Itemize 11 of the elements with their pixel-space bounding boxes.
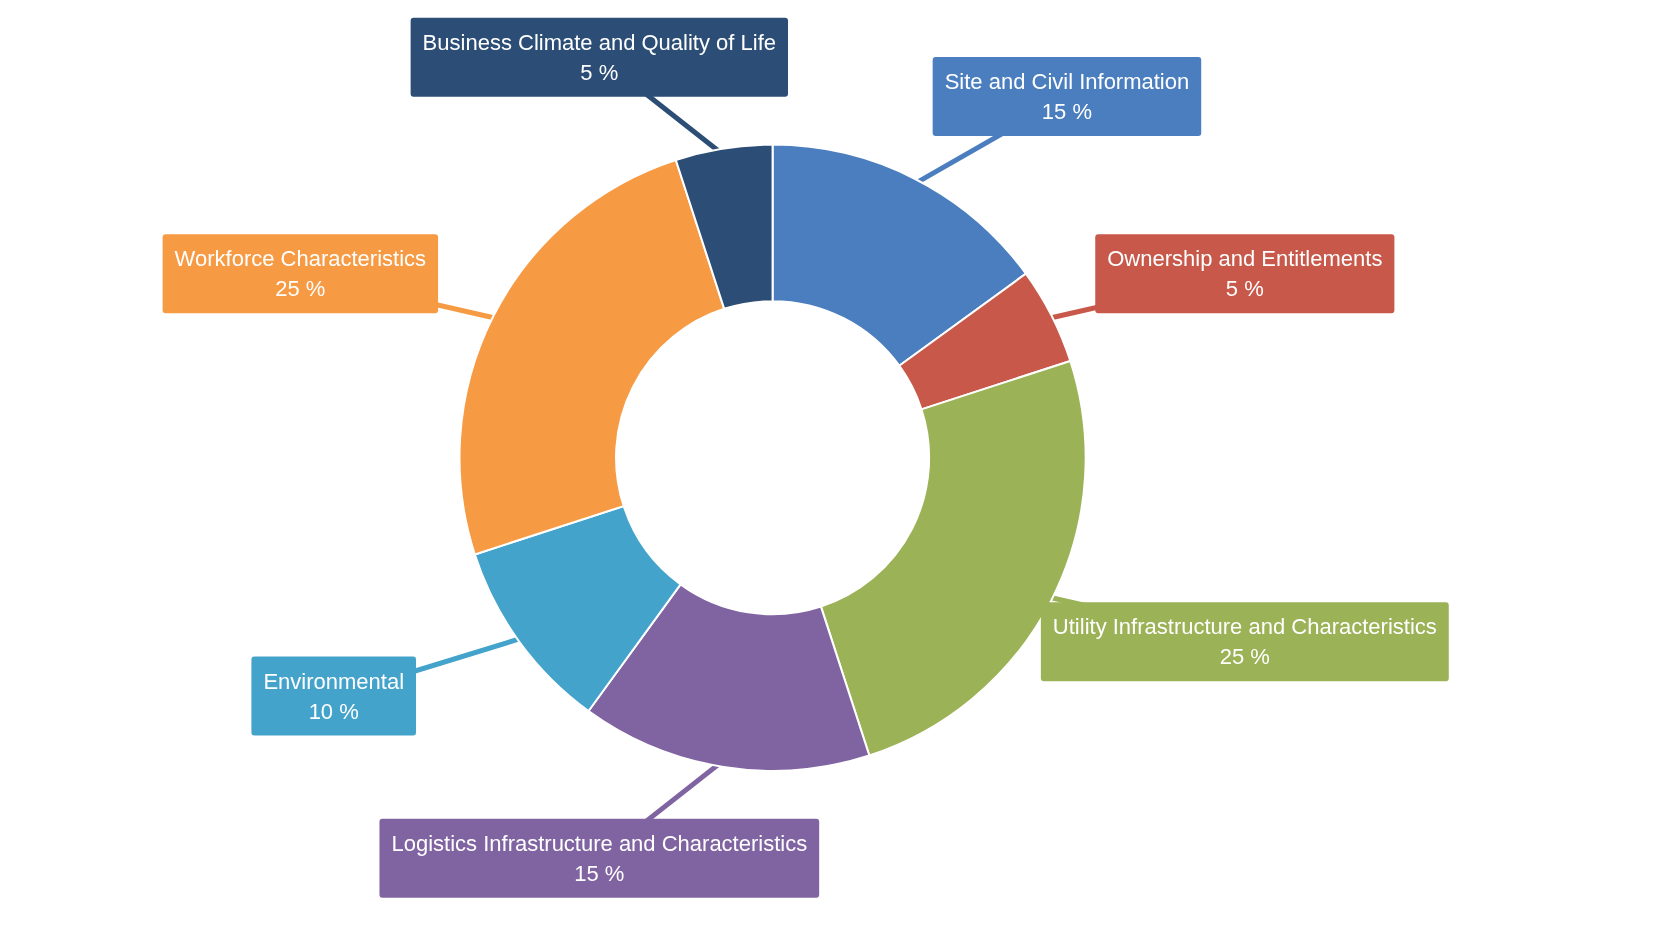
slice-label: Business Climate and Quality of Life	[422, 29, 777, 55]
data-label: 15 %	[1041, 98, 1093, 124]
data-label: 25 %	[1219, 644, 1270, 670]
slice-label: Logistics Infrastructure and Characteristics	[391, 830, 808, 856]
data-label: 10 %	[308, 698, 359, 724]
slice-label: Environmental	[263, 668, 405, 694]
slice-label: Ownership and Entitlements	[1107, 246, 1383, 272]
slice-label: Workforce Characteristics	[174, 246, 427, 272]
data-label: 5 %	[580, 59, 619, 85]
slice-label: Site and Civil Information	[944, 68, 1190, 94]
data-label: 15 %	[574, 860, 625, 886]
